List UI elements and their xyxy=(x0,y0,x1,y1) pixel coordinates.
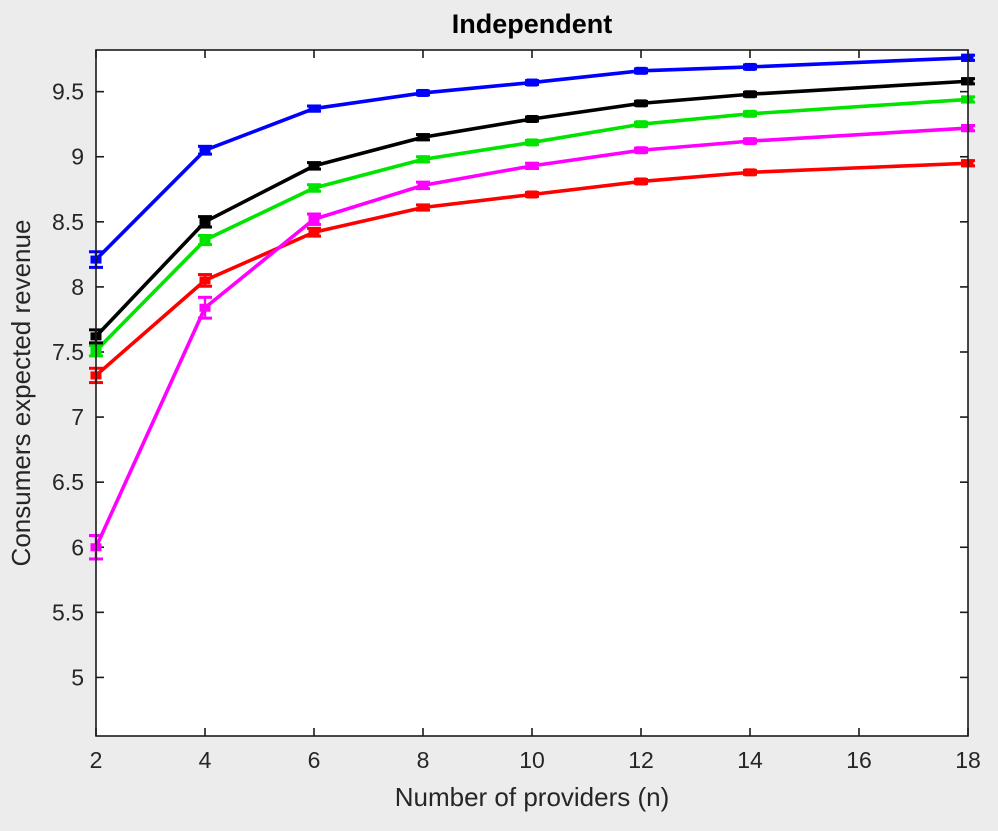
data-marker xyxy=(199,217,211,226)
y-tick-label: 9.5 xyxy=(52,79,84,105)
series-blue xyxy=(89,53,975,269)
data-marker xyxy=(417,155,429,164)
data-marker xyxy=(308,183,320,192)
chart-title: Independent xyxy=(452,9,613,39)
y-tick-label: 8.5 xyxy=(52,209,84,235)
y-tick-label: 6 xyxy=(71,534,84,560)
series-line-green xyxy=(94,97,970,353)
x-tick-label: 6 xyxy=(308,747,321,773)
data-marker xyxy=(417,203,429,212)
x-tick-label: 14 xyxy=(737,747,763,773)
x-tick-label: 10 xyxy=(519,747,545,773)
data-marker xyxy=(308,161,320,170)
data-marker xyxy=(744,109,756,118)
data-marker xyxy=(308,215,320,224)
data-marker xyxy=(308,104,320,113)
data-marker xyxy=(635,66,647,75)
data-marker xyxy=(526,190,538,199)
data-marker xyxy=(635,99,647,108)
data-marker xyxy=(635,146,647,155)
series-line-blue xyxy=(94,56,970,262)
x-tick-label: 4 xyxy=(199,747,212,773)
data-marker xyxy=(635,120,647,129)
data-marker xyxy=(417,88,429,97)
data-marker xyxy=(744,62,756,71)
x-tick-label: 2 xyxy=(90,747,103,773)
data-marker xyxy=(526,78,538,87)
y-tick-label: 7 xyxy=(71,404,84,430)
x-axis-label: Number of providers (n) xyxy=(395,782,670,812)
data-marker xyxy=(199,303,211,312)
x-tick-label: 8 xyxy=(417,747,430,773)
series-green xyxy=(89,95,975,358)
x-tick-label: 16 xyxy=(846,747,872,773)
data-marker xyxy=(526,114,538,123)
data-marker xyxy=(744,90,756,99)
y-tick-label: 9 xyxy=(71,144,84,170)
data-marker xyxy=(744,137,756,146)
data-marker xyxy=(635,177,647,186)
y-tick-label: 8 xyxy=(71,274,84,300)
data-marker xyxy=(199,276,211,285)
y-tick-label: 5 xyxy=(71,664,84,690)
series-line-black xyxy=(94,79,970,339)
data-marker xyxy=(744,168,756,177)
y-tick-label: 6.5 xyxy=(52,469,84,495)
axes-box xyxy=(95,49,969,737)
data-marker xyxy=(526,161,538,170)
y-axis-label: Consumers expected revenue xyxy=(6,220,36,567)
data-marker xyxy=(199,236,211,245)
series-line-magenta xyxy=(94,126,970,550)
plot-area xyxy=(96,50,968,736)
x-tick-label: 18 xyxy=(955,747,981,773)
data-marker xyxy=(199,146,211,155)
data-marker xyxy=(308,228,320,237)
y-tick-label: 5.5 xyxy=(52,599,84,625)
data-marker xyxy=(417,133,429,142)
x-tick-label: 12 xyxy=(628,747,654,773)
data-marker xyxy=(526,138,538,147)
data-marker xyxy=(417,181,429,190)
y-tick-label: 7.5 xyxy=(52,339,84,365)
series-line-red xyxy=(94,161,970,378)
